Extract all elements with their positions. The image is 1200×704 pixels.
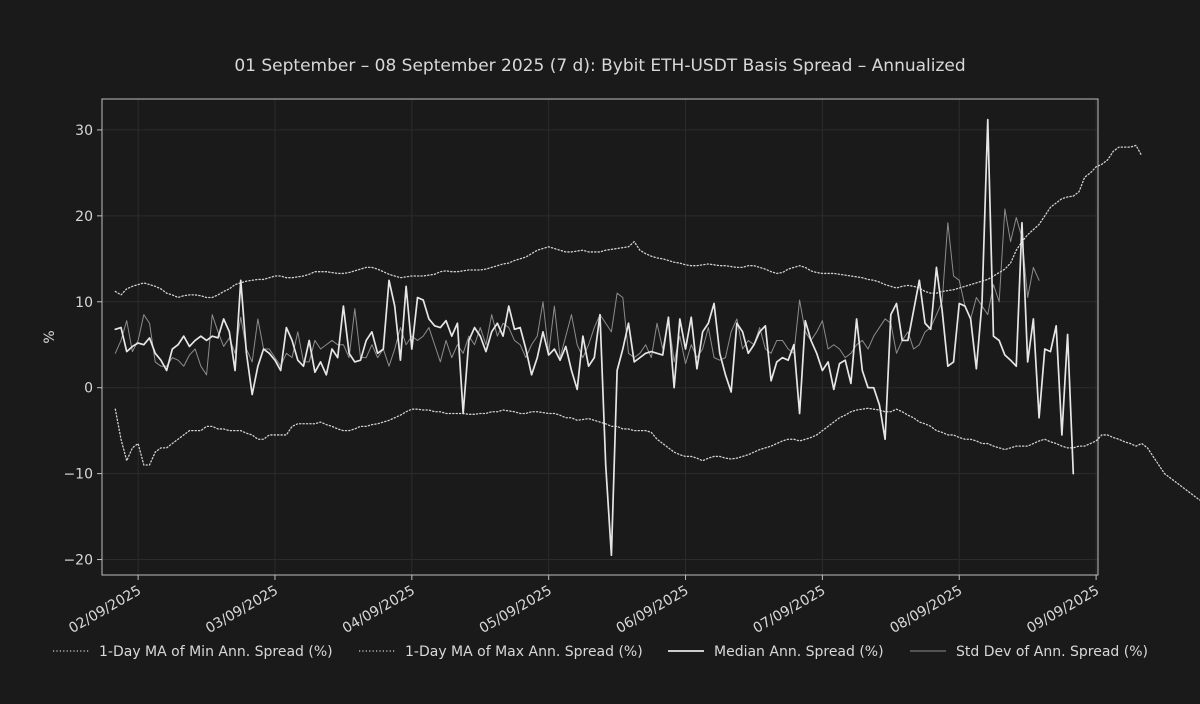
chart-title: 01 September – 08 September 2025 (7 d): …	[234, 56, 965, 76]
legend: 1-Day MA of Min Ann. Spread (%) 1-Day MA …	[53, 644, 1148, 660]
series-min-ma-line	[114, 407, 1200, 501]
series-std-line	[114, 208, 1040, 376]
y-tick-label: 20	[75, 209, 93, 225]
legend-label: Std Dev of Ann. Spread (%)	[956, 644, 1148, 660]
grid-layer	[102, 99, 1098, 575]
y-tick-label: −10	[63, 467, 93, 483]
y-tick-label: −20	[63, 553, 93, 569]
y-tick-label: 30	[75, 123, 93, 139]
legend-item-std: Std Dev of Ann. Spread (%)	[910, 644, 1148, 660]
series-max-ma-line	[114, 144, 1143, 299]
legend-label: 1-Day MA of Min Ann. Spread (%)	[99, 644, 333, 660]
series-median-line	[114, 118, 1075, 557]
legend-item-median: Median Ann. Spread (%)	[668, 644, 884, 660]
legend-label: Median Ann. Spread (%)	[714, 644, 884, 660]
y-tick-label: 0	[84, 381, 93, 397]
legend-label: 1-Day MA of Max Ann. Spread (%)	[405, 644, 643, 660]
legend-item-min-ma: 1-Day MA of Min Ann. Spread (%)	[53, 644, 333, 660]
y-tick-label: 10	[75, 295, 93, 311]
series-layer	[114, 118, 1200, 557]
y-axis-label: %	[42, 330, 58, 343]
plot-area-frame	[101, 98, 1099, 576]
legend-item-max-ma: 1-Day MA of Max Ann. Spread (%)	[359, 644, 643, 660]
